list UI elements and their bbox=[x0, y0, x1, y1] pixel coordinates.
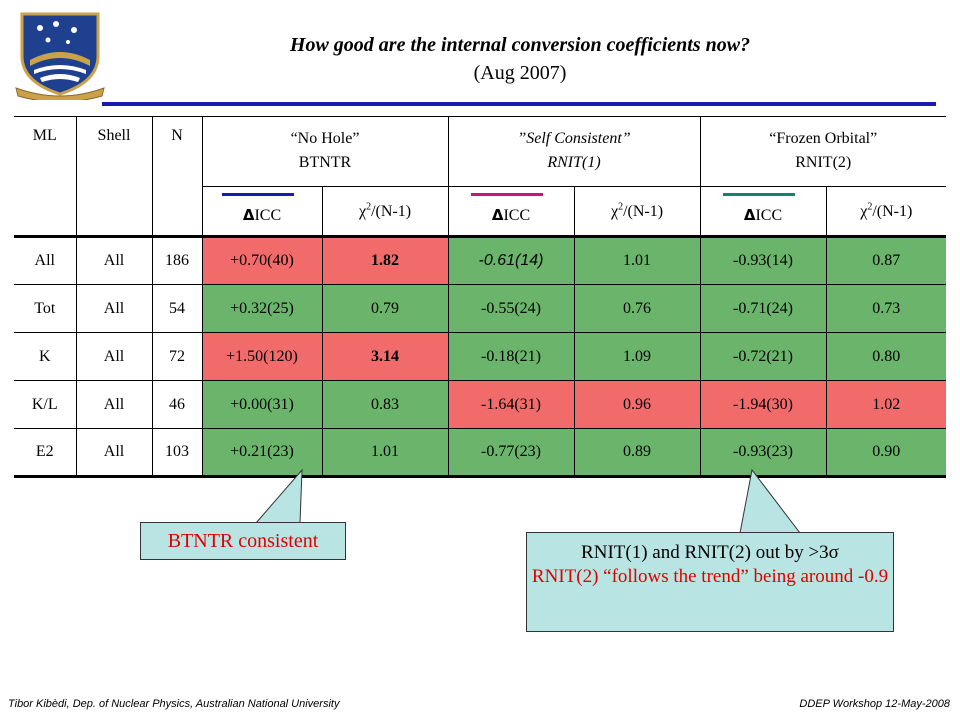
header-n: N bbox=[151, 116, 203, 237]
cell-btntr-chi: 1.01 bbox=[321, 428, 449, 478]
rnit1-color-bar bbox=[471, 193, 543, 196]
cell-btntr-chi: 3.14 bbox=[321, 332, 449, 381]
cell-ml: Tot bbox=[14, 284, 77, 333]
table-row: Tot All 54 +0.32(25) 0.79 -0.55(24) 0.76… bbox=[14, 284, 946, 333]
cell-btntr-icc: +0.00(31) bbox=[201, 380, 323, 429]
table-row: All All 186 +0.70(40) 1.82 -0.61(14) 1.0… bbox=[14, 235, 946, 285]
btntr-code: BTNTR bbox=[298, 154, 352, 171]
cell-shell: All bbox=[75, 380, 153, 429]
cell-n: 46 bbox=[151, 380, 203, 429]
cell-rnit1-icc: -0.77(23) bbox=[447, 428, 575, 478]
cell-n: 103 bbox=[151, 428, 203, 478]
cell-rnit2-icc: -0.72(21) bbox=[699, 332, 827, 381]
header-chi-btntr: χ2/(N-1) bbox=[321, 186, 449, 237]
cell-rnit2-chi: 1.02 bbox=[825, 380, 946, 429]
cell-rnit1-chi: 0.89 bbox=[573, 428, 701, 478]
cell-rnit1-chi: 0.76 bbox=[573, 284, 701, 333]
header-chi-rnit2: χ2/(N-1) bbox=[825, 186, 946, 237]
cell-btntr-icc: +0.32(25) bbox=[201, 284, 323, 333]
cell-ml: K/L bbox=[14, 380, 77, 429]
cell-rnit2-icc: -0.93(23) bbox=[699, 428, 827, 478]
cell-btntr-chi: 0.83 bbox=[321, 380, 449, 429]
header-delta-icc-rnit1: ΔICC bbox=[447, 186, 575, 237]
footer-event: DDEP Workshop 12-May-2008 bbox=[799, 698, 950, 710]
rnit1-code: RNIT(1) bbox=[547, 154, 601, 171]
header-delta-icc-rnit2: ΔICC bbox=[699, 186, 827, 237]
cell-rnit1-icc: -0.61(14) bbox=[447, 235, 575, 285]
cell-btntr-chi: 1.82 bbox=[321, 235, 449, 285]
table-row: E2 All 103 +0.21(23) 1.01 -0.77(23) 0.89… bbox=[14, 428, 946, 478]
btntr-title: “No Hole” bbox=[290, 130, 360, 147]
table-row: K All 72 +1.50(120) 3.14 -0.18(21) 1.09 … bbox=[14, 332, 946, 381]
header-group-rnit1: ”Self Consistent” RNIT(1) bbox=[447, 116, 701, 187]
cell-ml: All bbox=[14, 235, 77, 285]
btntr-color-bar bbox=[222, 193, 294, 196]
header-group-rnit2: “Frozen Orbital” RNIT(2) bbox=[699, 116, 946, 187]
header-shell: Shell bbox=[75, 116, 153, 237]
cell-ml: E2 bbox=[14, 428, 77, 478]
cell-n: 186 bbox=[151, 235, 203, 285]
cell-n: 72 bbox=[151, 332, 203, 381]
cell-rnit1-icc: -0.18(21) bbox=[447, 332, 575, 381]
cell-shell: All bbox=[75, 332, 153, 381]
cell-rnit1-icc: -1.64(31) bbox=[447, 380, 575, 429]
cell-shell: All bbox=[75, 428, 153, 478]
header-delta-icc-btntr: ΔICC bbox=[201, 186, 323, 237]
rnit2-title: “Frozen Orbital” bbox=[769, 130, 878, 147]
cell-rnit1-chi: 1.01 bbox=[573, 235, 701, 285]
slide-title: How good are the internal conversion coe… bbox=[289, 34, 751, 56]
icc-comparison-table: ML Shell N “No Hole” BTNTR ”Self Consist… bbox=[14, 116, 946, 478]
cell-ml: K bbox=[14, 332, 77, 381]
cell-shell: All bbox=[75, 284, 153, 333]
callout-rnit-line2: RNIT(2) “follows the trend” being around… bbox=[531, 566, 889, 587]
cell-btntr-chi: 0.79 bbox=[321, 284, 449, 333]
cell-rnit1-chi: 1.09 bbox=[573, 332, 701, 381]
cell-rnit2-chi: 0.80 bbox=[825, 332, 946, 381]
cell-rnit1-chi: 0.96 bbox=[573, 380, 701, 429]
rnit2-color-bar bbox=[723, 193, 795, 196]
cell-shell: All bbox=[75, 235, 153, 285]
table-row: K/L All 46 +0.00(31) 0.83 -1.64(31) 0.96… bbox=[14, 380, 946, 429]
footer-author: Tibor Kibèdi, Dep. of Nuclear Physics, A… bbox=[8, 698, 340, 710]
rnit1-title: ”Self Consistent” bbox=[517, 130, 631, 147]
title-divider bbox=[102, 102, 936, 106]
rnit2-code: RNIT(2) bbox=[795, 154, 852, 171]
cell-rnit2-chi: 0.87 bbox=[825, 235, 946, 285]
callout-rnit-line1: RNIT(1) and RNIT(2) out by >3σ bbox=[581, 542, 839, 563]
cell-rnit2-chi: 0.90 bbox=[825, 428, 946, 478]
header-chi-rnit1: χ2/(N-1) bbox=[573, 186, 701, 237]
cell-rnit2-icc: -0.93(14) bbox=[699, 235, 827, 285]
cell-n: 54 bbox=[151, 284, 203, 333]
cell-rnit2-icc: -0.71(24) bbox=[699, 284, 827, 333]
header-ml: ML bbox=[14, 116, 77, 237]
cell-rnit2-icc: -1.94(30) bbox=[699, 380, 827, 429]
cell-rnit1-icc: -0.55(24) bbox=[447, 284, 575, 333]
slide-subtitle: (Aug 2007) bbox=[473, 62, 567, 84]
callout-rnit-out: RNIT(1) and RNIT(2) out by >3σ RNIT(2) “… bbox=[526, 532, 894, 632]
cell-btntr-icc: +0.70(40) bbox=[201, 235, 323, 285]
cell-btntr-icc: +1.50(120) bbox=[201, 332, 323, 381]
university-crest-logo bbox=[15, 12, 105, 100]
callout-btntr-consistent: BTNTR consistent bbox=[140, 522, 346, 560]
cell-rnit2-chi: 0.73 bbox=[825, 284, 946, 333]
cell-btntr-icc: +0.21(23) bbox=[201, 428, 323, 478]
header-group-btntr: “No Hole” BTNTR bbox=[201, 116, 449, 187]
